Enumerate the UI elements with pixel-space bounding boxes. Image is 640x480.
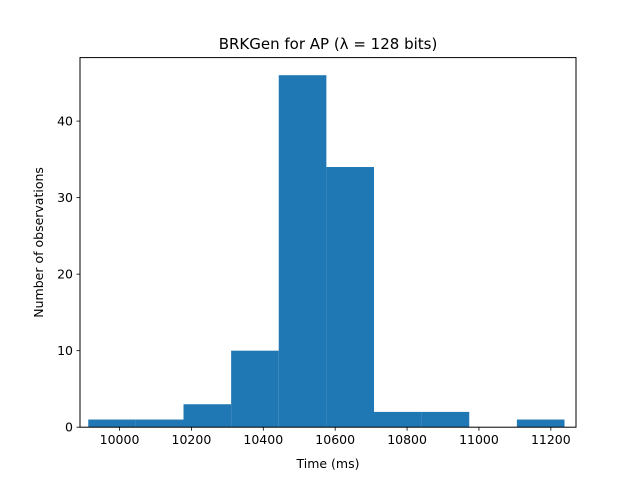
y-axis-ticks: 0 10 20 30 40: [57, 114, 80, 435]
x-tick-label: 10600: [315, 432, 355, 447]
x-tick-label: 10800: [387, 432, 427, 447]
plot-frame: [79, 57, 577, 428]
x-tick-label: 10400: [243, 432, 283, 447]
histogram-bar: [88, 419, 136, 428]
x-tick-label: 10200: [172, 432, 212, 447]
y-tick-label: 10: [57, 343, 73, 358]
histogram-bar: [231, 350, 279, 428]
histogram-bar: [326, 167, 375, 428]
y-tick-label: 20: [57, 267, 73, 282]
histogram-bar: [374, 411, 422, 428]
histogram-bar: [183, 404, 232, 428]
x-axis-label: Time (ms): [295, 456, 359, 471]
y-tick-label: 30: [57, 190, 73, 205]
bars-group: [88, 75, 565, 428]
histogram-bar: [516, 419, 565, 428]
histogram-bar: [421, 411, 470, 428]
x-tick-label: 10000: [100, 432, 140, 447]
x-tick-label: 11000: [459, 432, 499, 447]
y-tick-label: 40: [57, 114, 73, 129]
y-tick-label: 0: [65, 420, 73, 435]
x-tick-label: 11200: [531, 432, 571, 447]
y-axis-label: Number of observations: [31, 167, 46, 318]
histogram-bar: [135, 419, 184, 428]
chart-title: BRKGen for AP (λ = 128 bits): [219, 35, 438, 53]
histogram-bar: [278, 75, 327, 428]
x-axis-ticks: 10000 10200 10400 10600 10800 11000 11200: [100, 427, 571, 447]
